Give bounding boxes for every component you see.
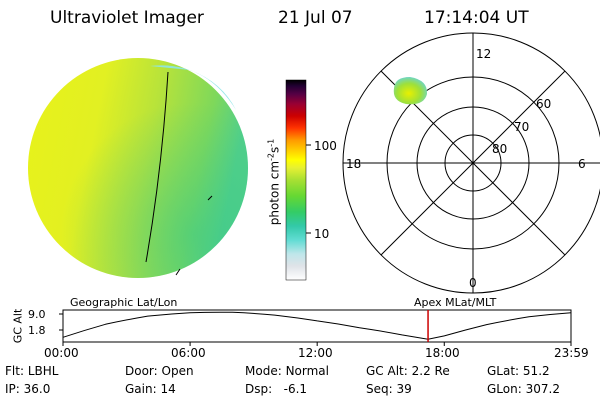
polar-plot xyxy=(342,32,600,294)
instrument-title: Ultraviolet Imager xyxy=(50,8,204,28)
status-mode: Mode: Normal xyxy=(245,364,329,378)
polar-lat-60: 60 xyxy=(536,97,552,111)
auroral-blob xyxy=(393,77,428,105)
status-gain: Gain: 14 xyxy=(125,382,176,396)
polar-lat-80: 80 xyxy=(492,142,508,156)
polar-lat-70: 70 xyxy=(514,120,530,134)
status-gc-alt: GC Alt: 2.2 Re xyxy=(366,364,450,378)
x-tick-1200: 12:00 xyxy=(298,346,333,360)
altitude-curve xyxy=(62,311,572,340)
polar-label-18: 18 xyxy=(346,157,362,171)
timeline-left-caption: Geographic Lat/Lon xyxy=(70,296,178,309)
status-dsp: Dsp: -6.1 xyxy=(245,382,308,396)
altitude-timeline xyxy=(59,309,572,346)
y-axis-label: GC Alt xyxy=(11,308,25,344)
status-seq: Seq: 39 xyxy=(366,382,412,396)
status-ip: IP: 36.0 xyxy=(5,382,51,396)
timeline-right-caption: Apex MLat/MLT xyxy=(414,296,497,309)
x-tick-0000: 00:00 xyxy=(44,346,79,360)
polar-label-0: 0 xyxy=(469,276,477,290)
colorbar-unit-label: photon cm-2s-1 xyxy=(266,138,282,226)
status-glon: GLon: 307.2 xyxy=(487,382,560,396)
status-glat: GLat: 51.2 xyxy=(487,364,550,378)
y-tick-1-8: 1.8 xyxy=(28,324,46,337)
status-door: Door: Open xyxy=(125,364,194,378)
time-label: 17:14:04 UT xyxy=(424,8,529,28)
date-label: 21 Jul 07 xyxy=(278,8,353,28)
colorbar-tick-10: 10 xyxy=(314,227,330,241)
uv-disk-image xyxy=(28,58,248,278)
x-tick-0600: 06:00 xyxy=(171,346,206,360)
polar-label-12: 12 xyxy=(476,47,492,61)
y-tick-9: 9.0 xyxy=(28,308,46,321)
terminator-line xyxy=(145,71,169,263)
x-tick-2359: 23:59 xyxy=(554,346,589,360)
polar-label-6: 6 xyxy=(578,157,586,171)
colorbar xyxy=(285,79,311,281)
status-flt: Flt: LBHL xyxy=(5,364,59,378)
x-tick-1800: 18:00 xyxy=(425,346,460,360)
colorbar-tick-100: 100 xyxy=(314,139,337,153)
